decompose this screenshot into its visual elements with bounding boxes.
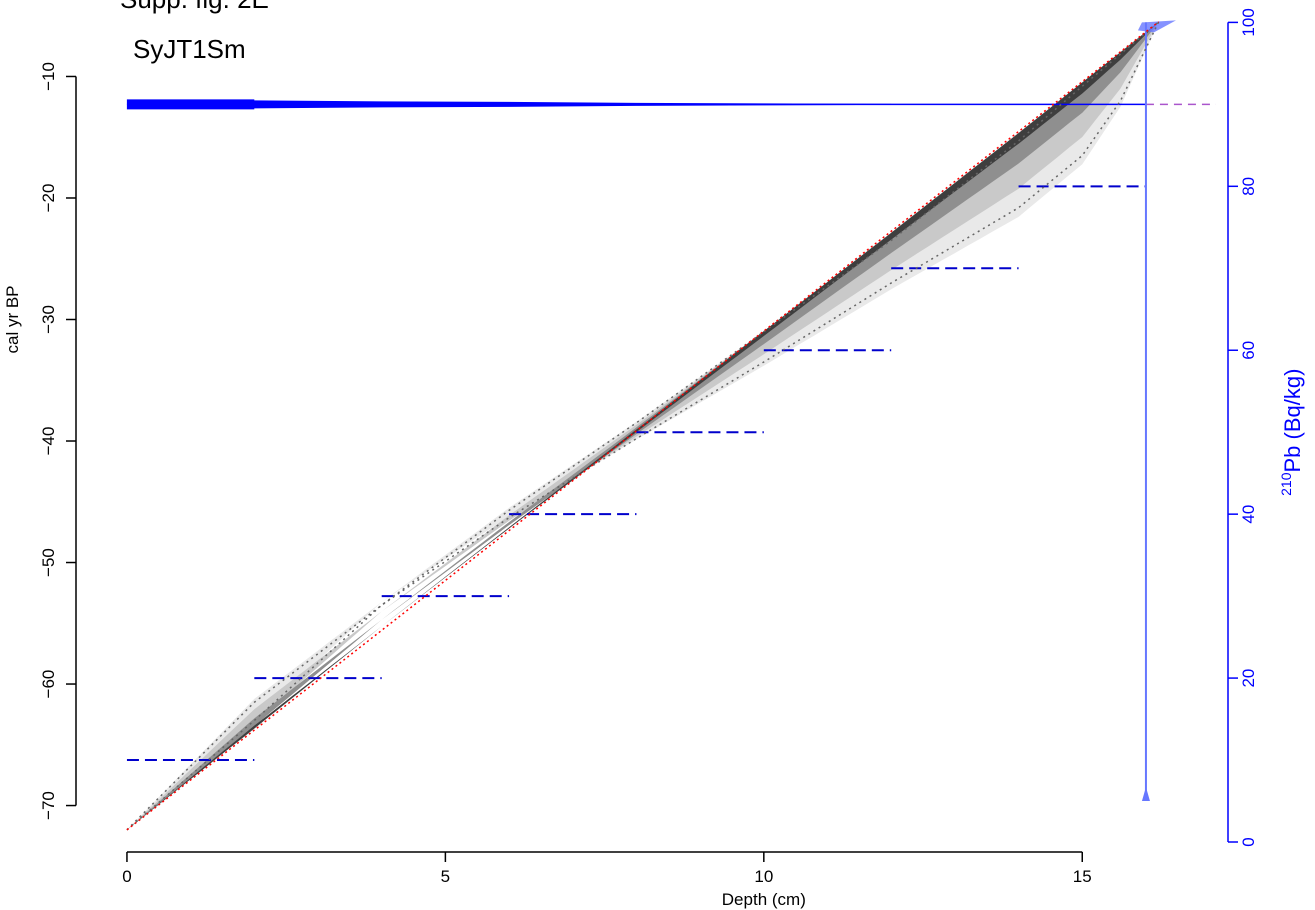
x-axis-label: Depth (cm) [722, 890, 806, 909]
x-tick-label: 5 [441, 867, 450, 886]
right-tick-label: 40 [1239, 505, 1258, 524]
surface-date-marker [1141, 787, 1150, 802]
y-tick-label: −10 [39, 62, 58, 91]
right-axis-label-main: Pb (Bq/kg) [1280, 369, 1305, 473]
upper-95-percent-line [126, 21, 1160, 831]
surface-date-top-marker [1137, 20, 1176, 33]
x-tick-label: 10 [754, 867, 773, 886]
supported-pb210 [126, 99, 1216, 110]
y-tick-label: −20 [39, 184, 58, 213]
right-tick-label: 100 [1239, 8, 1258, 36]
right-axis-label: 210Pb (Bq/kg) [1278, 369, 1305, 496]
y-tick-label: −50 [39, 548, 58, 577]
y-axis-label: cal yr BP [3, 285, 22, 353]
x-tick-label: 15 [1073, 867, 1092, 886]
y-tick-label: −30 [39, 305, 58, 334]
right-axis-label-superscript: 210 [1278, 472, 1294, 496]
pb210-measurements [126, 185, 1146, 762]
x-axis: 0 5 10 15 Depth (cm) [122, 851, 1092, 909]
right-tick-label: 0 [1239, 837, 1258, 846]
right-tick-label: 20 [1239, 669, 1258, 688]
y-axis-left: −70 −60 −50 −40 −30 −20 −10 cal yr BP [3, 62, 77, 820]
chart-title: SyJT1Sm [133, 34, 246, 64]
y-axis-right: 0 20 40 60 80 100 210Pb (Bq/kg) [1227, 8, 1305, 847]
x-tick-label: 0 [122, 867, 131, 886]
mean-age-line [126, 21, 1160, 831]
right-tick-label: 80 [1239, 177, 1258, 196]
right-tick-label: 60 [1239, 341, 1258, 360]
surface-date [1137, 20, 1176, 802]
lower-95-percent-line [126, 21, 1160, 831]
y-tick-label: −40 [39, 427, 58, 456]
y-tick-label: −70 [39, 791, 58, 820]
y-tick-label: −60 [39, 670, 58, 699]
supplementary-figure-label: Supp. fig. 2E [120, 0, 269, 14]
